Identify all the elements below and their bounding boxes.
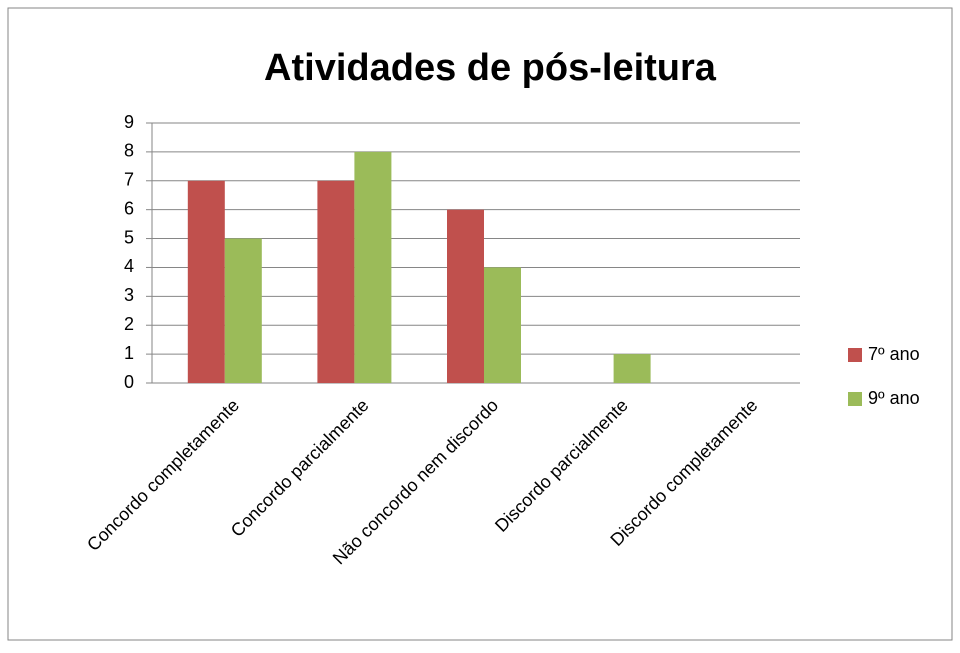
- bar: [317, 180, 355, 383]
- y-tick-label: 0: [124, 372, 134, 392]
- y-tick-label: 9: [124, 112, 134, 132]
- bar: [613, 354, 651, 383]
- bar: [224, 238, 262, 383]
- y-tick-label: 6: [124, 198, 134, 218]
- chart-title: Atividades de pós-leitura: [264, 47, 717, 89]
- legend-swatch: [848, 392, 862, 406]
- bar: [187, 180, 225, 383]
- y-tick-label: 5: [124, 227, 134, 247]
- legend-label: 9º ano: [868, 388, 920, 408]
- bar: [484, 267, 521, 383]
- y-tick-label: 8: [124, 141, 134, 161]
- y-tick-label: 1: [124, 343, 134, 363]
- bar: [354, 151, 392, 383]
- legend-swatch: [848, 348, 862, 362]
- y-tick-label: 4: [124, 256, 134, 276]
- y-tick-label: 2: [124, 314, 134, 334]
- bar: [447, 209, 484, 383]
- legend-label: 7º ano: [868, 344, 920, 364]
- y-tick-label: 7: [124, 170, 134, 190]
- y-tick-label: 3: [124, 285, 134, 305]
